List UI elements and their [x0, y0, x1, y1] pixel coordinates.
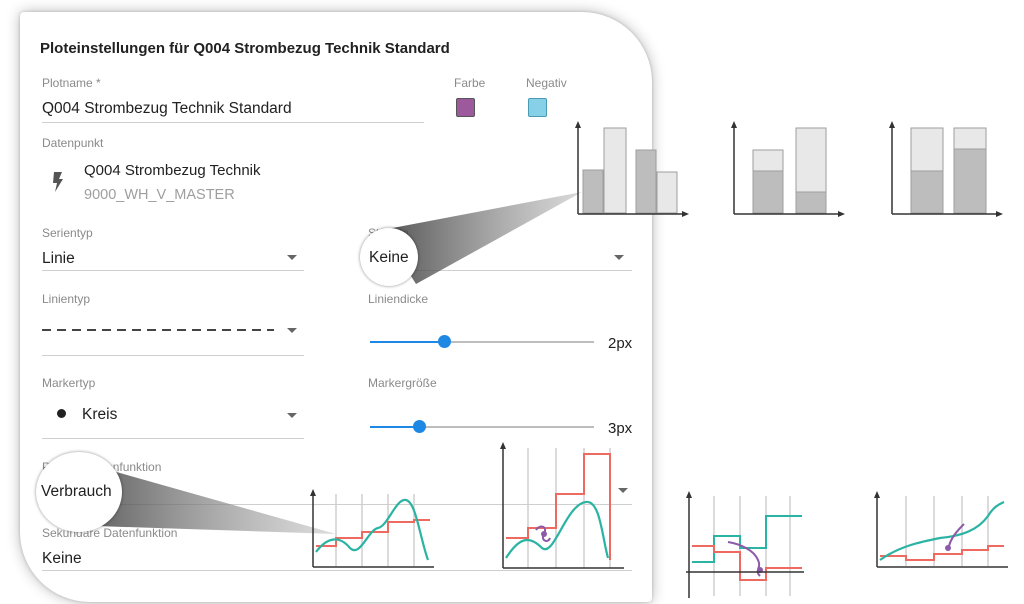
bolt-icon	[53, 172, 63, 192]
farbe-label: Farbe	[454, 76, 486, 90]
linientyp-chevron-down-icon[interactable]	[287, 328, 297, 333]
stacking-normal-illustration	[731, 121, 845, 217]
plotname-input[interactable]: Q004 Strombezug Technik Standard	[42, 100, 292, 117]
primaer-underline	[42, 504, 632, 505]
datenpunkt-label: Datenpunkt	[42, 136, 104, 150]
plotname-underline	[42, 122, 424, 123]
dialog-title: Ploteinstellungen für Q004 Strombezug Te…	[40, 40, 450, 57]
circle-marker-icon	[57, 409, 66, 418]
markergroesse-label: Markergröße	[368, 376, 437, 390]
datafunction-average-illustration	[874, 491, 1008, 568]
dashed-line-icon[interactable]	[42, 329, 274, 331]
liniendicke-slider-thumb[interactable]	[438, 335, 451, 348]
datafunction-difference-illustration	[686, 491, 804, 598]
farbe-color-swatch[interactable]	[456, 98, 475, 117]
serientyp-underline	[42, 270, 304, 271]
datenpunkt-id: 9000_WH_V_MASTER	[84, 187, 235, 203]
primaer-chevron-down-icon[interactable]	[618, 488, 628, 493]
datafunction-cumulative-illustration	[500, 442, 624, 569]
liniendicke-slider-fill	[370, 341, 444, 343]
serientyp-select[interactable]: Linie	[42, 250, 75, 267]
liniendicke-value: 2px	[608, 335, 633, 352]
linientyp-underline	[42, 355, 304, 356]
primaer-magnifier: Verbrauch	[36, 452, 122, 532]
markergroesse-slider-track[interactable]	[370, 426, 594, 428]
markertyp-chevron-down-icon[interactable]	[287, 413, 297, 418]
markertyp-label: Markertyp	[42, 376, 96, 390]
sekundaer-select[interactable]: Keine	[42, 550, 82, 567]
serientyp-label: Serientyp	[42, 226, 93, 240]
stapeln-magnified-value: Keine	[369, 249, 409, 266]
serientyp-chevron-down-icon[interactable]	[287, 255, 297, 260]
datafunction-consumption-illustration	[310, 489, 434, 568]
plotname-label: Plotname *	[42, 76, 101, 90]
datenpunkt-name: Q004 Strombezug Technik	[84, 162, 261, 179]
liniendicke-label: Liniendicke	[368, 292, 429, 306]
markergroesse-slider-fill	[370, 426, 419, 428]
stacking-none-illustration	[575, 121, 689, 217]
sekundaer-underline	[42, 570, 632, 571]
markertyp-select[interactable]: Kreis	[82, 406, 118, 423]
liniendicke-slider-track[interactable]	[370, 341, 594, 343]
linientyp-label: Linientyp	[42, 292, 91, 306]
markertyp-underline	[42, 438, 304, 439]
stapeln-chevron-down-icon[interactable]	[614, 255, 624, 260]
stapeln-magnifier: Keine	[360, 228, 418, 286]
negativ-color-swatch[interactable]	[528, 98, 547, 117]
markergroesse-slider-thumb[interactable]	[413, 420, 426, 433]
primaer-magnified-value: Verbrauch	[41, 483, 112, 500]
negativ-label: Negativ	[526, 76, 567, 90]
markergroesse-value: 3px	[608, 420, 633, 437]
stacking-percent-illustration	[889, 121, 1003, 217]
